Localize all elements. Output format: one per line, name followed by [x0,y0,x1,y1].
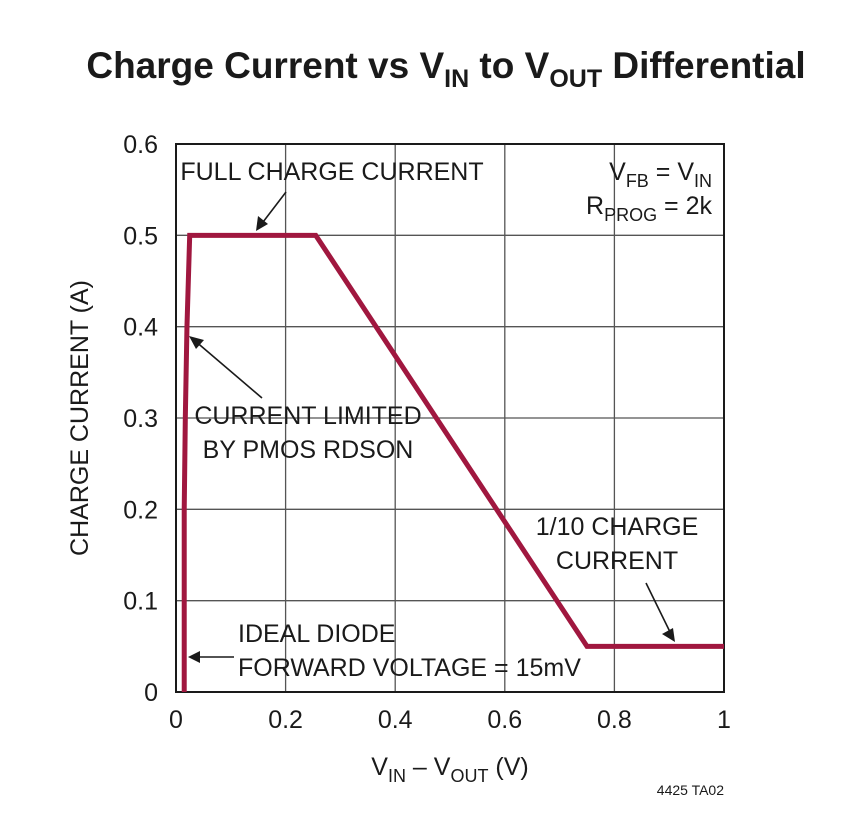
figure-number: 4425 TA02 [657,782,724,798]
y-tick-labels: 0 0.1 0.2 0.3 0.4 0.5 0.6 [123,131,158,707]
y-tick-label: 0.3 [123,405,158,433]
arrowhead-full-charge [256,216,268,231]
arrow-full-charge [259,191,287,227]
y-axis-label: CHARGE CURRENT (A) [66,280,94,556]
annotation-current-limited-1: CURRENT LIMITED [194,402,421,430]
x-tick-label: 0.6 [487,706,522,734]
x-axis-label: VIN – VOUT (V) [371,753,528,786]
condition-vfb: VFB = VIN [609,158,712,191]
x-tick-label: 0.8 [597,706,632,734]
arrowhead-ideal-diode [188,651,200,663]
plot-frame [175,143,725,693]
x-tick-label: 0.4 [378,706,413,734]
arrowhead-current-limited [189,336,204,349]
series-line [181,232,724,692]
annotation-current-limited-2: BY PMOS RDSON [203,436,414,464]
y-tick-label: 0 [144,679,158,707]
annotation-tenth-charge-1: 1/10 CHARGE [536,513,699,541]
arrowhead-tenth-charge [662,628,675,642]
annotation-ideal-diode-2: FORWARD VOLTAGE = 15mV [238,654,581,682]
annotation-full-charge: FULL CHARGE CURRENT [180,158,483,186]
x-tick-labels: 0 0.2 0.4 0.6 0.8 1 [169,706,731,734]
y-tick-label: 0.4 [123,314,158,342]
y-tick-label: 0.2 [123,496,158,524]
series-group [181,232,724,692]
y-tick-label: 0.5 [123,222,158,250]
x-tick-label: 0.2 [268,706,303,734]
annotation-ideal-diode-1: IDEAL DIODE [238,620,395,648]
y-tick-label: 0.1 [123,588,158,616]
arrow-current-limited [193,339,263,399]
annotation-tenth-charge-2: CURRENT [556,547,678,575]
grid-lines [176,144,724,692]
chart-title: Charge Current vs VIN to VOUT Differenti… [86,45,805,93]
y-tick-label: 0.6 [123,131,158,159]
x-tick-label: 1 [717,706,731,734]
x-tick-label: 0 [169,706,183,734]
arrow-tenth-charge [645,582,673,637]
condition-rprog: RPROG = 2k [586,192,712,225]
